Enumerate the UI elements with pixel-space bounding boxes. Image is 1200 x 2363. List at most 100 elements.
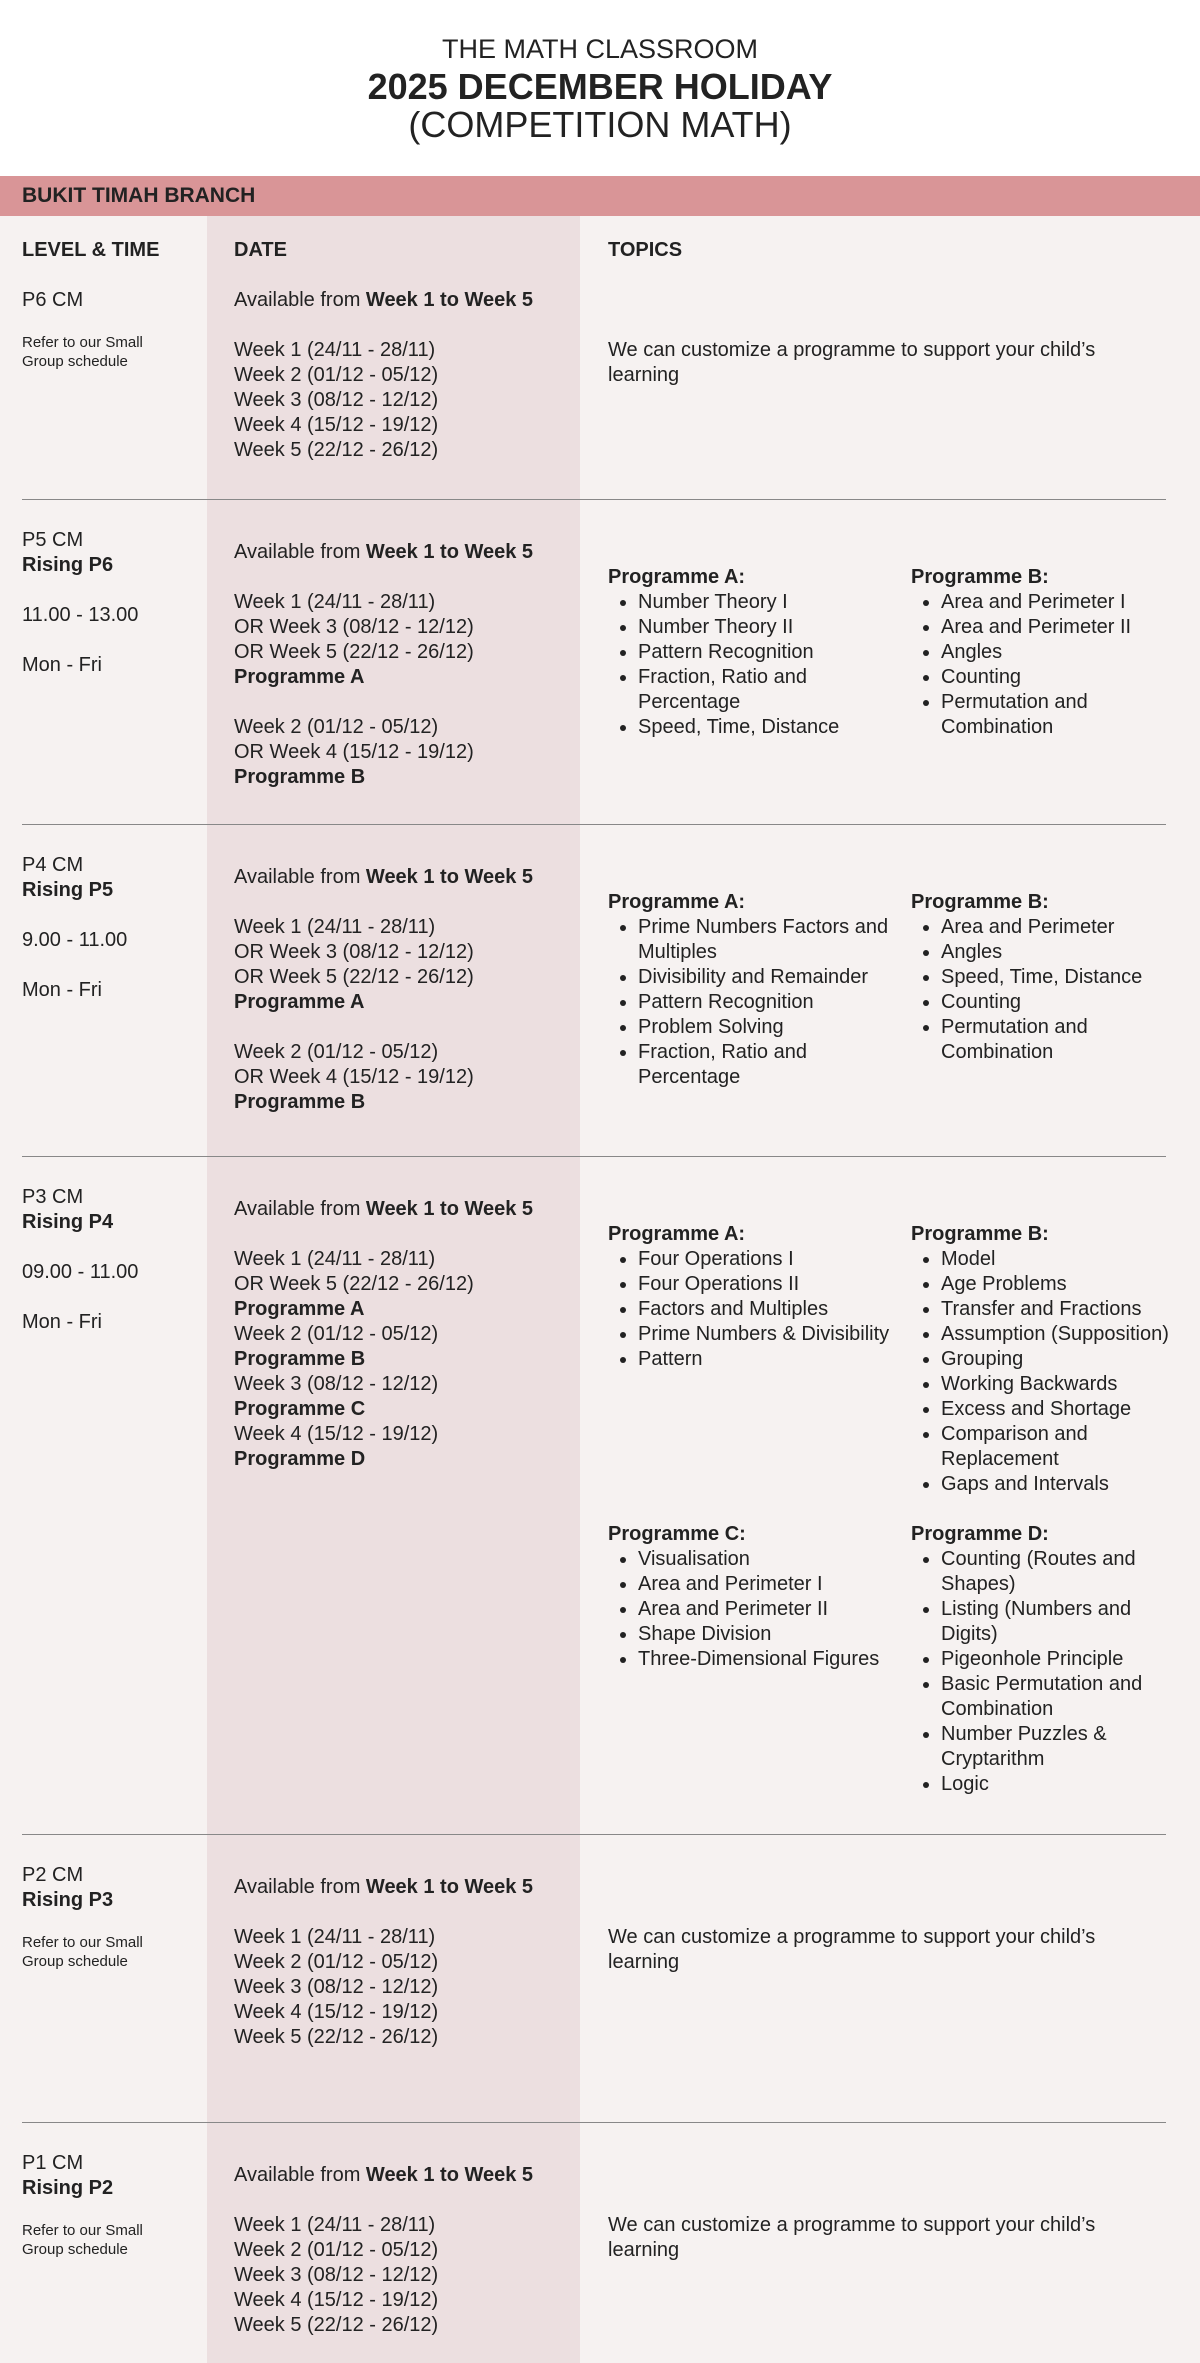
topics-note: We can customize a programme to support … <box>608 339 1096 386</box>
topic: Four Operations I <box>638 1247 911 1272</box>
topic: Area and Perimeter <box>941 915 1181 940</box>
programme-name: Programme B: <box>911 891 1049 913</box>
topic: Shape Division <box>638 1622 911 1647</box>
days: Mon - Fri <box>22 654 102 676</box>
schedule-row: P3 CM Rising P4 09.00 - 11.00 Mon - Fri Avai… <box>0 1157 1200 1835</box>
header-line: THE MATH CLASSROOM <box>441 34 759 64</box>
topic: Counting (Routes and Shapes) <box>941 1547 1181 1597</box>
date-line: OR Week 5 (22/12 - 26/12) <box>234 966 474 988</box>
available: Available from Week 1 to Week 5 <box>234 865 574 890</box>
schedule-row: LEVEL & TIME DATE TOPICS P6 CM Refer to our … <box>0 216 1200 500</box>
topic-list: ModelAge ProblemsTransfer and FractionsA… <box>911 1247 1181 1497</box>
topic: Permutation and Combination <box>941 690 1181 740</box>
divider <box>22 1156 1166 1157</box>
topic: Counting <box>941 990 1181 1015</box>
topic: Number Puzzles & Cryptarithm <box>941 1722 1181 1772</box>
available-range: Week 1 to Week 5 <box>365 1198 534 1220</box>
date-line: Week 5 (22/12 - 26/12) <box>234 439 439 461</box>
date: Available from Week 1 to Week 5 Week 1 (2… <box>234 1875 574 2050</box>
time: 09.00 - 11.00 <box>22 1261 139 1283</box>
topic: Angles <box>941 640 1181 665</box>
date-line: Week 4 (15/12 - 19/12) <box>234 414 439 436</box>
days: Mon - Fri <box>22 1311 102 1333</box>
level: P1 CM <box>22 2152 84 2174</box>
date-line: Week 1 (24/11 - 28/11) <box>234 916 436 938</box>
programme-name: Programme A: <box>608 566 746 588</box>
divider <box>22 1834 1166 1835</box>
topics-note: We can customize a programme to support … <box>608 2214 1096 2261</box>
programme: Programme A:Number Theory INumber Theory… <box>608 565 911 740</box>
date-line: Week 1 (24/11 - 28/11) <box>234 1248 436 1270</box>
date-group: Week 2 (01/12 - 05/12) OR Week 4 (15/12 -… <box>234 715 574 790</box>
topic: Problem Solving <box>638 1015 911 1040</box>
date-line: Week 2 (01/12 - 05/12) <box>234 364 439 386</box>
programme-name: Programme A: <box>608 891 746 913</box>
available: Available from Week 1 to Week 5 <box>234 540 574 565</box>
date-line: Week 2 (01/12 - 05/12) <box>234 716 439 738</box>
programme: Programme C:VisualisationArea and Perime… <box>608 1522 911 1797</box>
date-line: Programme A <box>234 1298 365 1320</box>
available-prefix: Available from <box>234 541 361 563</box>
topic: Fraction, Ratio and Percentage <box>638 1040 911 1090</box>
date-line: Week 4 (15/12 - 19/12) <box>234 2289 439 2311</box>
date-line: Week 3 (08/12 - 12/12) <box>234 1373 439 1395</box>
available-range: Week 1 to Week 5 <box>365 2164 534 2186</box>
available: Available from Week 1 to Week 5 <box>234 288 574 313</box>
date-group: Week 1 (24/11 - 28/11) Week 2 (01/12 - 05… <box>234 338 574 463</box>
topic: Listing (Numbers and Digits) <box>941 1597 1181 1647</box>
date-column-bg <box>207 216 580 2363</box>
topic: Transfer and Fractions <box>941 1297 1181 1322</box>
topic: Basic Permutation and Combination <box>941 1672 1181 1722</box>
topic: Number Theory II <box>638 615 911 640</box>
date-group: Week 1 (24/11 - 28/11) Week 2 (01/12 - 05… <box>234 1925 574 2050</box>
column-header: LEVEL & TIME <box>22 239 160 261</box>
level-time: P6 CM Refer to our Small Group schedule <box>22 288 202 371</box>
date-line: Programme A <box>234 991 365 1013</box>
date-line: Programme B <box>234 766 366 788</box>
topic: Pattern Recognition <box>638 640 911 665</box>
topic: Visualisation <box>638 1547 911 1572</box>
date-line: OR Week 3 (08/12 - 12/12) <box>234 616 474 638</box>
time: 9.00 - 11.00 <box>22 929 128 951</box>
level-time: P1 CM Rising P2 Refer to our Small Group s… <box>22 2151 202 2259</box>
date-line: OR Week 4 (15/12 - 19/12) <box>234 741 474 763</box>
topic: Gaps and Intervals <box>941 1472 1181 1497</box>
date: Available from Week 1 to Week 5 Week 1 (2… <box>234 1197 574 1472</box>
header: THE MATH CLASSROOM 2025 DECEMBER HOLIDAY… <box>0 0 1200 176</box>
rising: Rising P6 <box>22 554 114 576</box>
level: P5 CM <box>22 529 84 551</box>
date: Available from Week 1 to Week 5 Week 1 (2… <box>234 540 574 790</box>
date-line: Week 3 (08/12 - 12/12) <box>234 2264 439 2286</box>
date-line: Week 1 (24/11 - 28/11) <box>234 591 436 613</box>
available-prefix: Available from <box>234 866 361 888</box>
topic: Area and Perimeter II <box>941 615 1181 640</box>
divider <box>22 2122 1166 2123</box>
schedule: LEVEL & TIME DATE TOPICS P6 CM Refer to our … <box>0 216 1200 2363</box>
topic-list: Prime Numbers Factors and MultiplesDivis… <box>608 915 911 1090</box>
date-line: Week 1 (24/11 - 28/11) <box>234 2214 436 2236</box>
programme: Programme D:Counting (Routes and Shapes)… <box>911 1522 1181 1797</box>
topic-list: Area and Perimeter IArea and Perimeter I… <box>911 590 1181 740</box>
time: 11.00 - 13.00 <box>22 604 139 626</box>
topics: Programme A:Four Operations IFour Operat… <box>608 1222 1178 1797</box>
date-line: Week 4 (15/12 - 19/12) <box>234 2001 439 2023</box>
available-prefix: Available from <box>234 1876 361 1898</box>
date-line: Week 5 (22/12 - 26/12) <box>234 2026 439 2048</box>
topic: Pigeonhole Principle <box>941 1647 1181 1672</box>
date-line: OR Week 5 (22/12 - 26/12) <box>234 1273 474 1295</box>
note: Refer to our Small Group schedule <box>22 2222 143 2258</box>
topic: Four Operations II <box>638 1272 911 1297</box>
date-line: Programme B <box>234 1091 366 1113</box>
topic-list: Counting (Routes and Shapes)Listing (Num… <box>911 1547 1181 1797</box>
date-line: Week 3 (08/12 - 12/12) <box>234 389 439 411</box>
rising: Rising P3 <box>22 1889 114 1911</box>
rising: Rising P2 <box>22 2177 114 2199</box>
topic: Three-Dimensional Figures <box>638 1647 911 1672</box>
topic-list: Four Operations IFour Operations IIFacto… <box>608 1247 911 1372</box>
programme-name: Programme D: <box>911 1523 1049 1545</box>
programme: Programme A:Four Operations IFour Operat… <box>608 1222 911 1497</box>
available-prefix: Available from <box>234 1198 361 1220</box>
topic: Model <box>941 1247 1181 1272</box>
topic: Permutation and Combination <box>941 1015 1181 1065</box>
